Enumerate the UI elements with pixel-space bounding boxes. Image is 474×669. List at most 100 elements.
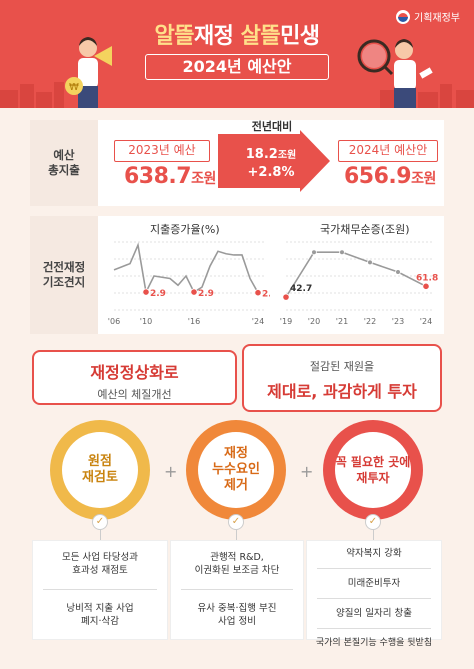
plus-sign-1: +: [164, 462, 178, 481]
reinvest-subtitle: 절감된 재원을: [309, 360, 375, 373]
check-icon: ✓: [228, 514, 244, 530]
series-line: [113, 242, 259, 295]
normalization-banner: 재정정상화로 예산의 체질개선: [32, 350, 237, 405]
prev-year-value: 638.7조원: [124, 164, 216, 189]
pillar-items-leak: 관행적 R&D, 이권화된 보조금 차단 유사 중복·집행 부진 사업 정비: [170, 540, 304, 640]
next-value-number: 656.9: [344, 164, 412, 189]
data-label: 2.9: [150, 289, 166, 299]
list-item: 관행적 R&D, 이권화된 보조금 차단: [194, 552, 280, 576]
data-point: [282, 293, 290, 301]
next-year-label: 2024년 예산안: [338, 140, 438, 162]
data-point: [367, 259, 373, 266]
data-point: [311, 249, 317, 256]
fiscal-soundness-label: 건전재정 기조견지: [30, 216, 98, 334]
data-label: 2.9: [198, 289, 214, 299]
data-point: [422, 282, 430, 290]
check-icon: ✓: [365, 514, 381, 530]
plus-sign-2: +: [300, 462, 314, 481]
data-point: [339, 249, 345, 256]
pillar-label-reinvest-text: 꼭 필요한 곳에 재투자: [335, 455, 411, 485]
debt-increase-chart: 42.7 61.8 '19 '20 '21 '22 '23 '24: [280, 241, 438, 326]
change-amount-unit: 조원: [277, 150, 297, 161]
list-item: 국가의 본질기능 수행을 뒷받침: [315, 638, 433, 648]
list-item: 미래준비투자: [347, 578, 401, 589]
pillar-label-review: 원점 재검토: [62, 432, 138, 508]
title-highlight-2: 살뜰: [240, 24, 281, 49]
pillar-items-review: 모든 사업 타당성과 효과성 재점토 낭비적 지출 사업 폐지·삭감: [32, 540, 168, 640]
data-label: 2.8: [262, 290, 270, 300]
title-text-2: 민생: [280, 24, 320, 49]
chart-title-debt-increase: 국가채무순증(조원): [320, 223, 410, 236]
prev-value-unit: 조원: [191, 171, 216, 187]
fiscal-soundness-label-text: 건전재정 기조견지: [42, 260, 86, 289]
spending-growth-chart: 2.9 2.9 2.8 '06 '10 '16 '24: [108, 241, 270, 326]
x-tick-label: '19: [280, 317, 292, 326]
data-label: 42.7: [290, 284, 312, 294]
item-divider: [43, 589, 157, 590]
item-divider: [317, 568, 431, 569]
list-item: 약자복지 강화: [346, 548, 402, 559]
connector-line-2: [236, 520, 237, 540]
data-point: [142, 288, 150, 296]
chart-title-spending-growth: 지출증가율(%): [150, 223, 220, 236]
change-pct: +2.8%: [247, 165, 295, 180]
prev-year-label: 2023년 예산: [114, 140, 210, 162]
reinvest-banner: 절감된 재원을 제대로, 과감하게 투자: [242, 344, 442, 412]
ministry-logo: 기획재정부: [396, 9, 460, 24]
next-year-value: 656.9조원: [344, 164, 436, 189]
total-expenditure-label: 예산 총지출: [30, 120, 98, 206]
data-label: 61.8: [416, 273, 438, 283]
list-item: 양질의 일자리 창출: [336, 608, 412, 619]
next-value-unit: 조원: [411, 171, 436, 187]
pillar-circle-reinvest: 꼭 필요한 곳에 재투자: [323, 420, 423, 520]
data-point: [254, 289, 262, 297]
pillar-label-review-text: 원점 재검토: [82, 454, 118, 485]
total-expenditure-label-text: 예산 총지출: [48, 148, 80, 177]
x-tick-label: '24: [420, 317, 432, 326]
connector-line-1: [100, 520, 101, 540]
data-point: [395, 269, 401, 275]
pillar-circle-leak: 재정 누수요인 제거: [186, 420, 286, 520]
change-label: 전년대비: [251, 120, 293, 133]
list-item: 낭비적 지출 사업 폐지·삭감: [66, 603, 134, 627]
list-item: 유사 중복·집행 부진 사업 정비: [197, 603, 277, 627]
reinvest-title: 제대로, 과감하게 투자: [267, 382, 417, 401]
increase-arrow-icon: [218, 130, 330, 192]
pillar-label-leak: 재정 누수요인 제거: [198, 432, 274, 508]
check-icon: ✓: [92, 514, 108, 530]
x-tick-label: '10: [140, 317, 152, 326]
normalization-subtitle: 예산의 체질개선: [97, 388, 172, 401]
x-tick-label: '21: [336, 317, 348, 326]
title-text-1: 재정: [193, 24, 241, 49]
x-tick-label: '22: [364, 317, 376, 326]
connector-line-3: [373, 520, 374, 540]
person-megaphone-illustration: ₩: [65, 37, 112, 108]
x-tick-label: '06: [108, 317, 120, 326]
normalization-title: 재정정상화로: [90, 363, 179, 382]
page-subtitle: 2024년 예산안: [145, 54, 329, 80]
fiscal-soundness-panel: 건전재정 기조견지: [30, 216, 444, 334]
header: 기획재정부 알뜰재정 살뜰민생 2024년 예산안 ₩: [0, 0, 474, 108]
pillar-label-reinvest: 꼭 필요한 곳에 재투자: [335, 432, 411, 508]
x-tick-label: '20: [308, 317, 320, 326]
change-amount-line: 18.2조원: [226, 146, 316, 164]
taegeuk-seal-icon: [396, 9, 410, 24]
x-tick-label: '16: [188, 317, 200, 326]
item-divider: [317, 628, 431, 629]
pillar-circle-review: 원점 재검토: [50, 420, 150, 520]
pillar-items-reinvest: 약자복지 강화 미래준비투자 양질의 일자리 창출 국가의 본질기능 수행을 뒷…: [306, 540, 442, 648]
person-magnifier-illustration: [357, 39, 433, 108]
pillar-label-leak-text: 재정 누수요인 제거: [212, 446, 260, 493]
change-amount: 18.2: [245, 147, 278, 162]
x-tick-label: '24: [252, 317, 264, 326]
page-title: 알뜰재정 살뜰민생: [0, 18, 474, 50]
item-divider: [181, 589, 293, 590]
ministry-name: 기획재정부: [414, 13, 460, 24]
list-item: 모든 사업 타당성과 효과성 재점토: [62, 552, 138, 576]
item-divider: [317, 598, 431, 599]
series-line: [285, 251, 427, 298]
x-tick-label: '23: [392, 317, 404, 326]
prev-value-number: 638.7: [124, 164, 192, 189]
title-highlight-1: 알뜰: [154, 24, 194, 49]
